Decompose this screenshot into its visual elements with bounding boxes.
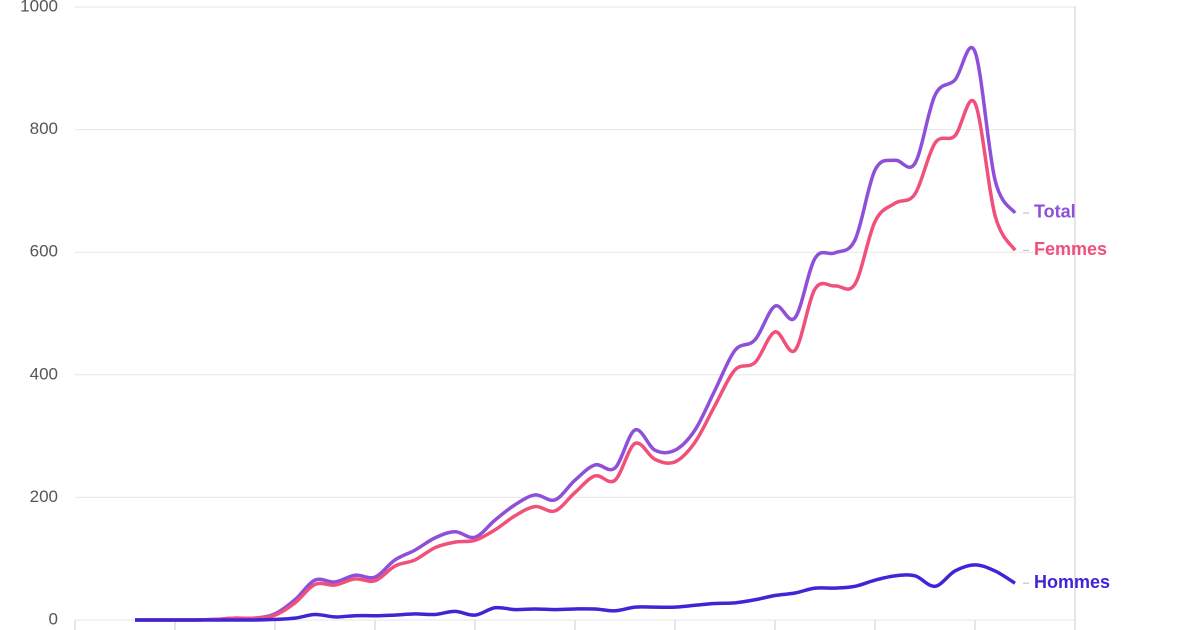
series-label: Total bbox=[1034, 202, 1076, 222]
series-label: Hommes bbox=[1034, 572, 1110, 592]
y-tick-label: 0 bbox=[49, 609, 58, 628]
y-tick-label: 1000 bbox=[20, 0, 58, 15]
y-tick-label: 600 bbox=[30, 242, 58, 261]
series-label: Femmes bbox=[1034, 239, 1107, 259]
line bbox=[135, 98, 1017, 622]
line bbox=[135, 46, 1017, 622]
y-tick-label: 800 bbox=[30, 119, 58, 138]
y-tick-label: 400 bbox=[30, 364, 58, 383]
y-tick-label: 200 bbox=[30, 487, 58, 506]
x-axis-ticks bbox=[74, 6, 1076, 630]
line bbox=[135, 563, 1016, 622]
